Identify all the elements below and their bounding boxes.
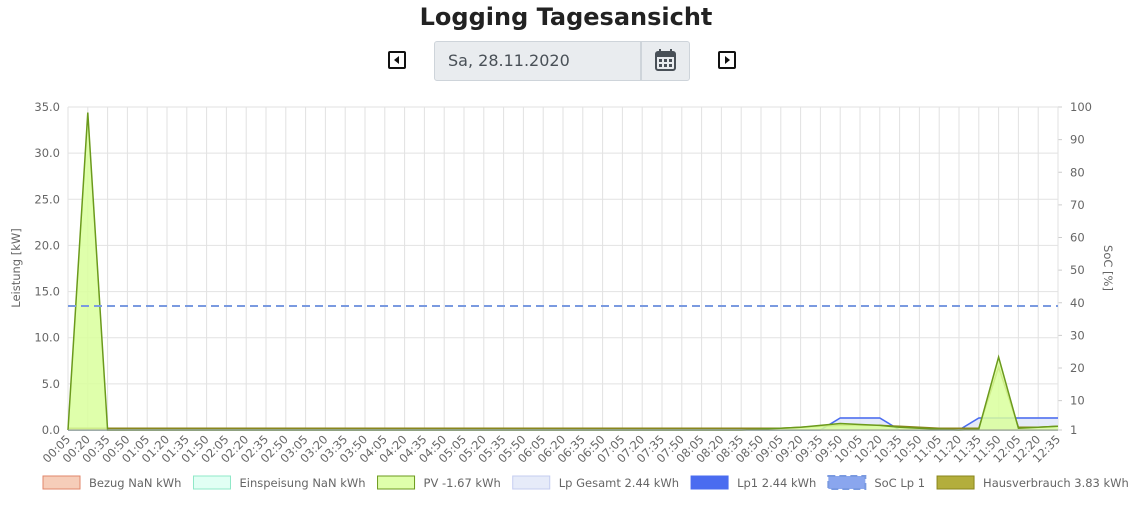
y-tick-label: 15.0 bbox=[34, 285, 60, 299]
y-tick-label: 10.0 bbox=[34, 331, 60, 345]
date-input[interactable]: Sa, 28.11.2020 bbox=[434, 41, 641, 81]
legend-label: Lp Gesamt 2.44 kWh bbox=[559, 476, 679, 490]
y2-axis-title: SoC [%] bbox=[1101, 245, 1115, 291]
y2-tick-label: 10 bbox=[1070, 394, 1085, 408]
legend-swatch bbox=[690, 475, 729, 490]
y-tick-label: 0.0 bbox=[42, 423, 60, 437]
y2-tick-label: 100 bbox=[1070, 100, 1092, 114]
legend-label: Bezug NaN kWh bbox=[89, 476, 181, 490]
y2-tick-label: 80 bbox=[1070, 165, 1085, 179]
legend-swatch bbox=[936, 475, 975, 490]
legend-item: PV -1.67 kWh bbox=[377, 475, 501, 490]
legend-swatch bbox=[827, 475, 867, 490]
y2-tick-label: 90 bbox=[1070, 133, 1085, 147]
legend-swatch bbox=[42, 475, 81, 490]
legend-item: SoC Lp 1 bbox=[827, 475, 925, 490]
legend-label: Hausverbrauch 3.83 kWh bbox=[983, 476, 1129, 490]
y-tick-label: 35.0 bbox=[34, 100, 60, 114]
legend-label: SoC Lp 1 bbox=[874, 476, 925, 490]
legend-label: Lp1 2.44 kWh bbox=[737, 476, 816, 490]
y-tick-label: 30.0 bbox=[34, 146, 60, 160]
y2-tick-label: 40 bbox=[1070, 296, 1085, 310]
legend-item: Lp Gesamt 2.44 kWh bbox=[512, 475, 679, 490]
y-tick-label: 25.0 bbox=[34, 192, 60, 206]
legend-item: Lp1 2.44 kWh bbox=[690, 475, 816, 490]
next-day-button[interactable] bbox=[718, 51, 736, 69]
legend-item: Hausverbrauch 3.83 kWh bbox=[936, 475, 1129, 490]
y2-tick-label: 30 bbox=[1070, 328, 1085, 342]
legend-label: PV -1.67 kWh bbox=[424, 476, 501, 490]
legend-swatch bbox=[512, 475, 551, 490]
legend-item: Bezug NaN kWh bbox=[42, 475, 181, 490]
y2-tick-label: 70 bbox=[1070, 198, 1085, 212]
legend-label: Einspeisung NaN kWh bbox=[239, 476, 365, 490]
page-title: Logging Tagesansicht bbox=[419, 3, 713, 31]
previous-day-button[interactable] bbox=[388, 51, 406, 69]
y2-tick-label: 60 bbox=[1070, 231, 1085, 245]
legend-swatch bbox=[192, 475, 231, 490]
y2-tick-label: 50 bbox=[1070, 263, 1085, 277]
y2-tick-label: 1 bbox=[1070, 423, 1077, 437]
y-tick-label: 20.0 bbox=[34, 238, 60, 252]
legend-swatch bbox=[377, 475, 416, 490]
calendar-button[interactable] bbox=[641, 41, 690, 81]
y-tick-label: 5.0 bbox=[42, 377, 60, 391]
y-axis-title: Leistung [kW] bbox=[9, 228, 23, 308]
y2-tick-label: 20 bbox=[1070, 361, 1085, 375]
legend-item: Einspeisung NaN kWh bbox=[192, 475, 366, 490]
